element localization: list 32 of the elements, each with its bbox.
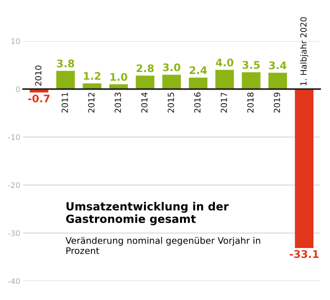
x-tick-label: 2018 <box>247 92 254 113</box>
bar <box>268 72 287 90</box>
x-tick-label: 2012 <box>88 92 94 113</box>
x-tick-label: 2016 <box>194 92 201 113</box>
data-label: 1.2 <box>84 72 100 80</box>
bar <box>162 74 181 90</box>
data-label: -0.7 <box>28 94 50 102</box>
bar <box>215 70 234 90</box>
data-label: 1.0 <box>110 72 128 81</box>
data-label: 3.0 <box>163 63 180 72</box>
x-tick-label: 2011 <box>62 92 68 113</box>
bar <box>188 78 208 90</box>
x-tick-label: 1. Halbjahr 2020 <box>300 17 308 86</box>
data-label: 3.5 <box>242 60 260 69</box>
data-label: 3.8 <box>57 60 74 68</box>
text: Umsatzentwicklung in der Gastronomie gesamt <box>66 202 229 226</box>
data-label: -33.1 <box>290 250 318 258</box>
data-label: 4.0 <box>216 58 234 66</box>
x-tick-label: 2010 <box>35 66 42 86</box>
x-tick-label: 2014 <box>141 92 148 113</box>
bar <box>242 72 260 90</box>
data-label: 3.4 <box>269 61 286 70</box>
x-tick-label: 2017 <box>220 92 228 113</box>
x-tick-label: 2013 <box>114 92 121 113</box>
bar <box>56 70 75 90</box>
data-label: 2.4 <box>190 66 207 74</box>
bar <box>136 76 154 90</box>
bar <box>294 89 314 248</box>
text: Veränderung nominal gegenüber Vorjahr in Prozent <box>66 236 260 254</box>
x-tick-label: 2019 <box>274 92 280 113</box>
x-tick-label: 2015 <box>168 92 174 113</box>
data-label: 2.8 <box>136 64 154 72</box>
